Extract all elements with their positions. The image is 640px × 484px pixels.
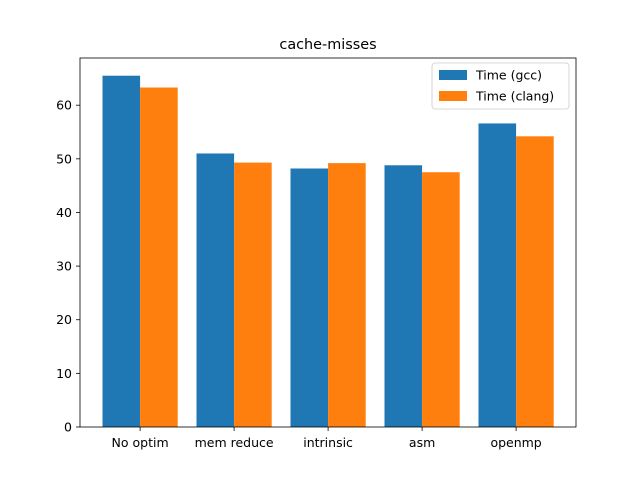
bars-layer (102, 75, 554, 428)
x-tick-label: intrinsic (303, 435, 353, 450)
bar (140, 87, 178, 427)
x-tick-label: asm (409, 435, 435, 450)
x-tick-label: No optim (112, 435, 169, 450)
bar (328, 163, 366, 427)
y-tick-label: 30 (56, 259, 72, 274)
bar (234, 162, 272, 427)
y-tick-label: 60 (56, 98, 72, 113)
y-tick-label: 20 (56, 312, 72, 327)
y-tick-label: 10 (56, 366, 72, 381)
legend-label: Time (gcc) (475, 68, 542, 83)
bar (290, 168, 329, 428)
bar (102, 75, 141, 427)
legend-swatch (439, 91, 467, 101)
bar (196, 153, 235, 427)
x-tick-label: mem reduce (195, 435, 274, 450)
bar (478, 123, 517, 428)
legend-label: Time (clang) (475, 89, 554, 104)
chart-title: cache-misses (279, 37, 376, 53)
bar (384, 165, 423, 427)
bar (422, 172, 460, 427)
y-tick-label: 0 (64, 420, 72, 435)
y-tick-label: 40 (56, 205, 72, 220)
bar (516, 136, 554, 427)
legend: Time (gcc) Time (clang) (431, 62, 570, 110)
axes-layer: No optim mem reduce intrinsic asm openmp 0 10 2… (56, 57, 577, 450)
legend-swatch (439, 70, 467, 80)
plot-frame (79, 57, 577, 428)
y-tick-label: 50 (56, 151, 72, 166)
x-tick-label: openmp (490, 435, 541, 450)
